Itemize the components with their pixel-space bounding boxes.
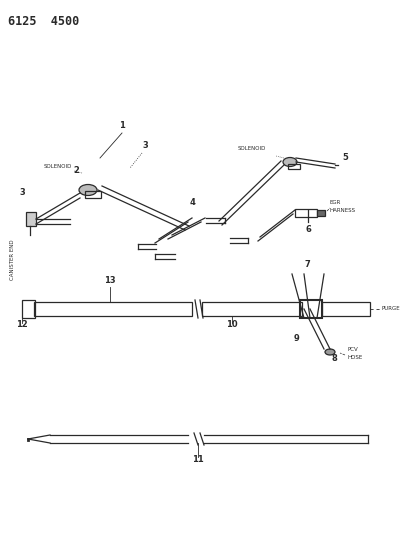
Text: 4: 4 — [189, 198, 195, 207]
Text: HARNESS: HARNESS — [330, 208, 356, 213]
Bar — [300, 300, 322, 318]
Bar — [322, 302, 370, 316]
Bar — [317, 210, 325, 216]
Text: 9: 9 — [294, 334, 300, 343]
Text: PURGE: PURGE — [382, 306, 401, 311]
Text: 12: 12 — [16, 320, 28, 329]
Text: 1: 1 — [119, 121, 125, 130]
Text: SOLENOID: SOLENOID — [238, 146, 266, 151]
Text: 8: 8 — [331, 354, 337, 363]
Bar — [85, 191, 101, 198]
Text: 6125  4500: 6125 4500 — [8, 15, 79, 28]
Text: 11: 11 — [192, 455, 204, 464]
Ellipse shape — [325, 349, 335, 355]
Text: HOSE: HOSE — [347, 355, 362, 360]
Text: 7: 7 — [304, 260, 310, 269]
Bar — [34, 302, 192, 316]
Text: SOLENOID: SOLENOID — [44, 164, 72, 169]
Text: 2: 2 — [73, 166, 79, 175]
Text: 5: 5 — [342, 153, 348, 162]
Ellipse shape — [79, 184, 97, 196]
Bar — [202, 302, 302, 316]
Bar — [295, 209, 317, 217]
Bar — [26, 212, 36, 226]
Bar — [22, 300, 35, 318]
Text: 3: 3 — [19, 188, 25, 197]
Text: 6: 6 — [305, 225, 311, 234]
Text: 13: 13 — [104, 276, 116, 285]
Bar — [288, 164, 300, 169]
Text: 3: 3 — [142, 141, 148, 150]
Text: EGR: EGR — [330, 200, 341, 205]
Text: 10: 10 — [226, 320, 238, 329]
Ellipse shape — [283, 157, 297, 166]
Text: CANISTER END: CANISTER END — [11, 240, 16, 280]
Text: PCV: PCV — [347, 347, 358, 352]
